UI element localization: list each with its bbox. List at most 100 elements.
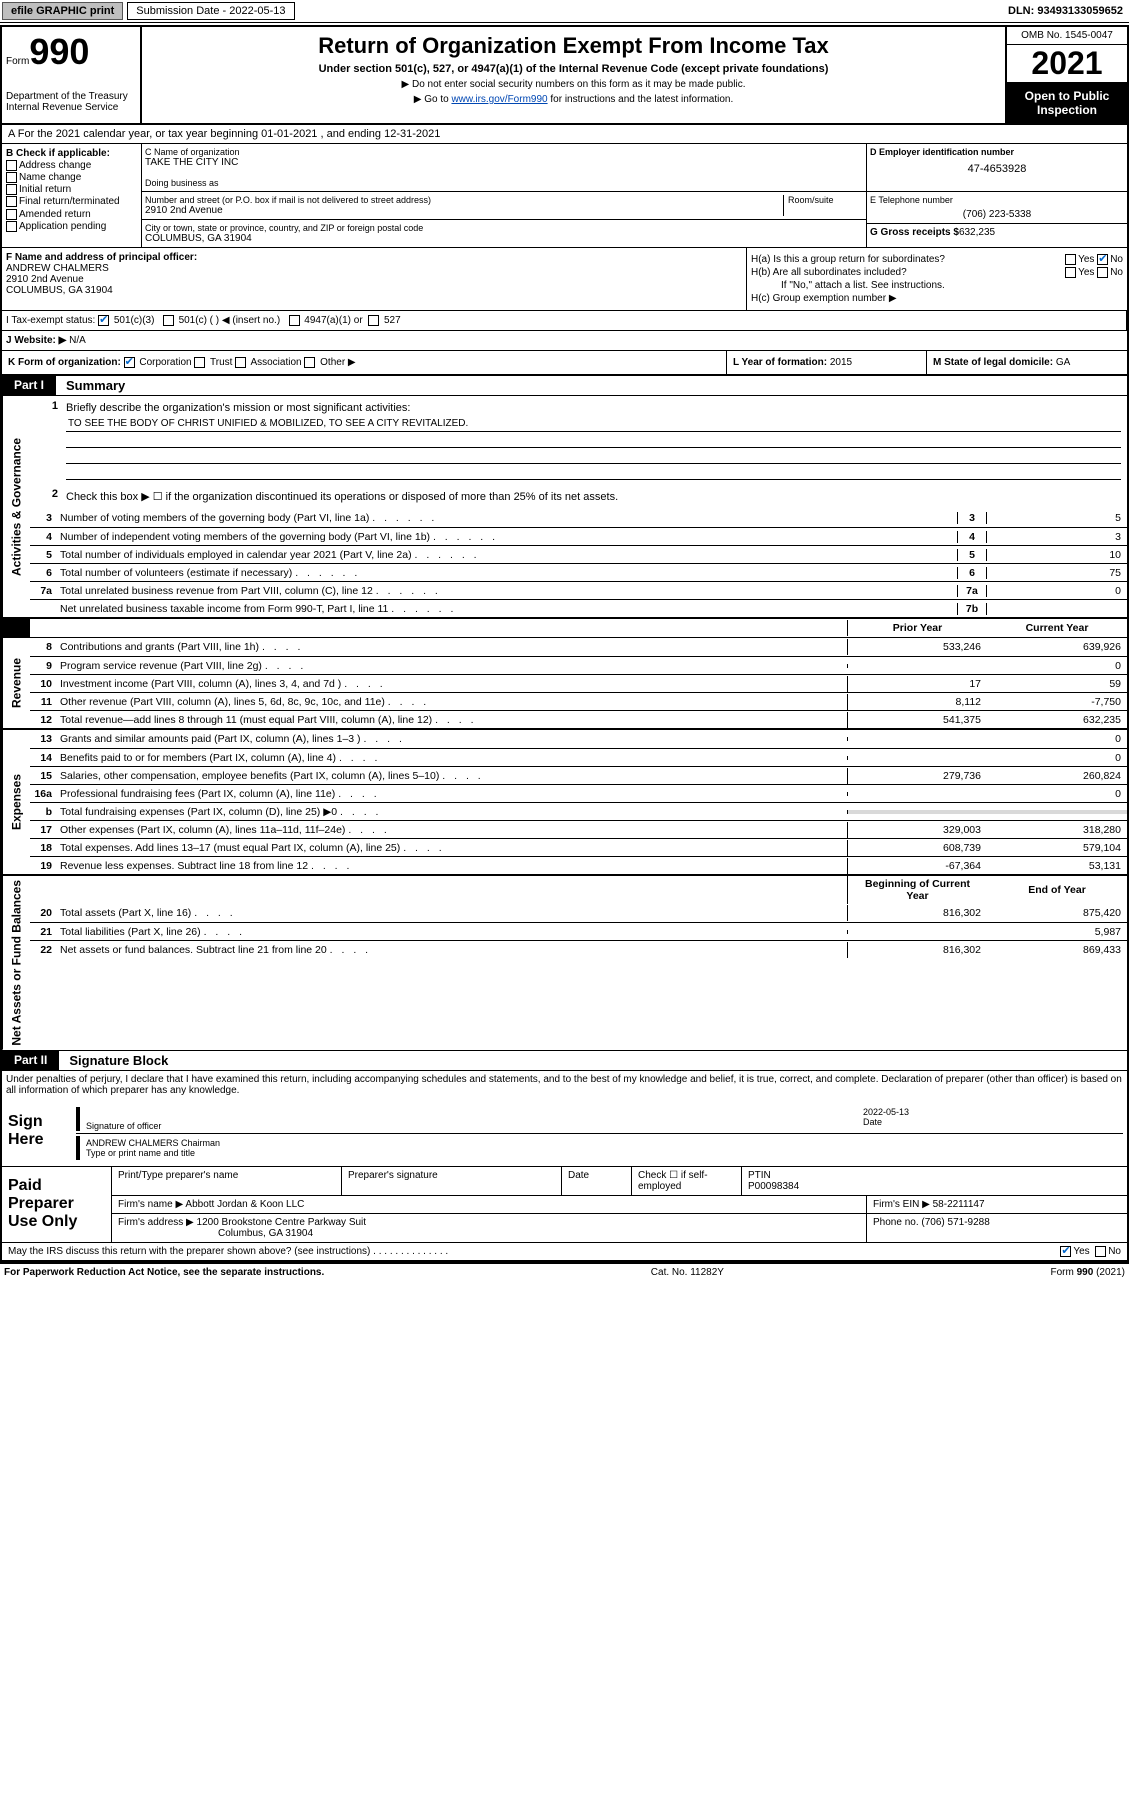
cb-501c3[interactable] xyxy=(98,315,109,326)
row-a-period: A For the 2021 calendar year, or tax yea… xyxy=(2,125,1127,144)
cb-501c[interactable] xyxy=(163,315,174,326)
cb-trust[interactable] xyxy=(194,357,205,368)
officer-name: ANDREW CHALMERS Chairman xyxy=(86,1138,220,1148)
cb-corp[interactable] xyxy=(124,357,135,368)
firm-phone: (706) 571-9288 xyxy=(921,1217,989,1228)
street-address: 2910 2nd Avenue xyxy=(145,205,783,216)
part2-title: Signature Block xyxy=(59,1051,178,1070)
cb-4947[interactable] xyxy=(289,315,300,326)
summary-line: 5Total number of individuals employed in… xyxy=(30,545,1127,563)
website-row: J Website: ▶ N/A xyxy=(2,331,1127,351)
state-domicile: M State of legal domicile: GA xyxy=(927,351,1127,374)
cb-amended[interactable] xyxy=(6,209,17,220)
firm-name: Abbott Jordan & Koon LLC xyxy=(185,1199,304,1210)
declaration: Under penalties of perjury, I declare th… xyxy=(2,1071,1127,1099)
ha-no[interactable] xyxy=(1097,254,1108,265)
data-line: 15Salaries, other compensation, employee… xyxy=(30,766,1127,784)
data-line: 17Other expenses (Part IX, column (A), l… xyxy=(30,820,1127,838)
tax-exempt-status: I Tax-exempt status: 501(c)(3) 501(c) ( … xyxy=(2,311,1127,330)
hb-no[interactable] xyxy=(1097,267,1108,278)
data-line: 21Total liabilities (Part X, line 26) . … xyxy=(30,922,1127,940)
header-center: Return of Organization Exempt From Incom… xyxy=(142,27,1007,123)
top-toolbar: efile GRAPHIC print Submission Date - 20… xyxy=(0,0,1129,23)
section-h: H(a) Is this a group return for subordin… xyxy=(747,248,1127,310)
cb-initial[interactable] xyxy=(6,184,17,195)
subtitle-2: ▶ Do not enter social security numbers o… xyxy=(152,79,995,90)
dln: DLN: 93493133059652 xyxy=(1008,5,1129,17)
ha-yes[interactable] xyxy=(1065,254,1076,265)
ptin: P00098384 xyxy=(748,1181,799,1192)
firm-ein: 58-2211147 xyxy=(933,1199,985,1210)
header-left: Form990 Department of the Treasury Inter… xyxy=(2,27,142,123)
data-line: 18Total expenses. Add lines 13–17 (must … xyxy=(30,838,1127,856)
open-inspection: Open to Public Inspection xyxy=(1007,83,1127,123)
phone: (706) 223-5338 xyxy=(870,209,1124,220)
data-line: 14Benefits paid to or for members (Part … xyxy=(30,748,1127,766)
org-name: TAKE THE CITY INC xyxy=(145,157,863,168)
col-current-year: Current Year xyxy=(987,620,1127,636)
hb-yes[interactable] xyxy=(1065,267,1076,278)
dept: Department of the Treasury Internal Reve… xyxy=(6,91,136,113)
data-line: 13Grants and similar amounts paid (Part … xyxy=(30,730,1127,748)
omb: OMB No. 1545-0047 xyxy=(1007,27,1127,45)
efile-button[interactable]: efile GRAPHIC print xyxy=(2,2,123,20)
submission-date: Submission Date - 2022-05-13 xyxy=(127,2,294,20)
ein-block: D Employer identification number 47-4653… xyxy=(867,144,1127,191)
may-discuss-row: May the IRS discuss this return with the… xyxy=(2,1243,1127,1262)
data-line: 22Net assets or fund balances. Subtract … xyxy=(30,940,1127,958)
org-name-block: C Name of organization TAKE THE CITY INC… xyxy=(142,144,867,191)
col-end-year: End of Year xyxy=(987,882,1127,898)
sign-here-label: Sign Here xyxy=(2,1099,72,1166)
may-no[interactable] xyxy=(1095,1246,1106,1257)
data-line: 12Total revenue—add lines 8 through 11 (… xyxy=(30,710,1127,728)
cb-527[interactable] xyxy=(368,315,379,326)
year-formation: L Year of formation: 2015 xyxy=(727,351,927,374)
tab-revenue: Revenue xyxy=(2,638,30,728)
data-line: 10Investment income (Part VIII, column (… xyxy=(30,674,1127,692)
cb-other[interactable] xyxy=(304,357,315,368)
tab-netassets: Net Assets or Fund Balances xyxy=(2,876,30,1050)
mission: TO SEE THE BODY OF CHRIST UNIFIED & MOBI… xyxy=(66,418,1121,432)
cb-address-change[interactable] xyxy=(6,160,17,171)
sig-officer-label: Signature of officer xyxy=(86,1121,863,1131)
data-line: 11Other revenue (Part VIII, column (A), … xyxy=(30,692,1127,710)
form-990: Form990 Department of the Treasury Inter… xyxy=(0,25,1129,1264)
form-word: Form xyxy=(6,56,29,67)
part2-tag: Part II xyxy=(2,1051,59,1070)
cb-app-pending[interactable] xyxy=(6,221,17,232)
subtitle-3: ▶ Go to www.irs.gov/Form990 for instruct… xyxy=(152,94,995,105)
firm-addr: 1200 Brookstone Centre Parkway Suit xyxy=(197,1217,367,1228)
col-b-checkboxes: B Check if applicable: Address change Na… xyxy=(2,144,142,247)
data-line: 19Revenue less expenses. Subtract line 1… xyxy=(30,856,1127,874)
cb-name-change[interactable] xyxy=(6,172,17,183)
part1-tag: Part I xyxy=(2,376,56,395)
paid-preparer-label: Paid Preparer Use Only xyxy=(2,1167,112,1242)
col-beg-year: Beginning of Current Year xyxy=(847,876,987,904)
summary-line: 7aTotal unrelated business revenue from … xyxy=(30,581,1127,599)
summary-line: 3Number of voting members of the governi… xyxy=(30,509,1127,527)
data-line: 8Contributions and grants (Part VIII, li… xyxy=(30,638,1127,656)
form-title: Return of Organization Exempt From Incom… xyxy=(152,33,995,59)
data-line: bTotal fundraising expenses (Part IX, co… xyxy=(30,802,1127,820)
phone-block: E Telephone number (706) 223-5338 xyxy=(867,192,1127,224)
cb-final[interactable] xyxy=(6,196,17,207)
irs-link[interactable]: www.irs.gov/Form990 xyxy=(451,94,547,105)
tab-expenses: Expenses xyxy=(2,730,30,874)
cb-assoc[interactable] xyxy=(235,357,246,368)
data-line: 20Total assets (Part X, line 16) . . . .… xyxy=(30,904,1127,922)
part1-title: Summary xyxy=(56,376,135,395)
sig-date-label: Date xyxy=(863,1117,1123,1127)
subtitle-1: Under section 501(c), 527, or 4947(a)(1)… xyxy=(152,63,995,75)
summary-line: 4Number of independent voting members of… xyxy=(30,527,1127,545)
form-of-org: K Form of organization: Corporation Trus… xyxy=(2,351,727,374)
data-line: 16aProfessional fundraising fees (Part I… xyxy=(30,784,1127,802)
officer-name-label: Type or print name and title xyxy=(86,1148,220,1158)
col-prior-year: Prior Year xyxy=(847,620,987,636)
gross-receipts: G Gross receipts $632,235 xyxy=(867,224,1127,241)
city-state-zip: COLUMBUS, GA 31904 xyxy=(145,233,423,244)
principal-officer: F Name and address of principal officer:… xyxy=(2,248,747,310)
form-number: 990 xyxy=(29,31,89,72)
sig-date: 2022-05-13 xyxy=(863,1107,1123,1117)
page-footer: For Paperwork Reduction Act Notice, see … xyxy=(0,1264,1129,1281)
may-yes[interactable] xyxy=(1060,1246,1071,1257)
